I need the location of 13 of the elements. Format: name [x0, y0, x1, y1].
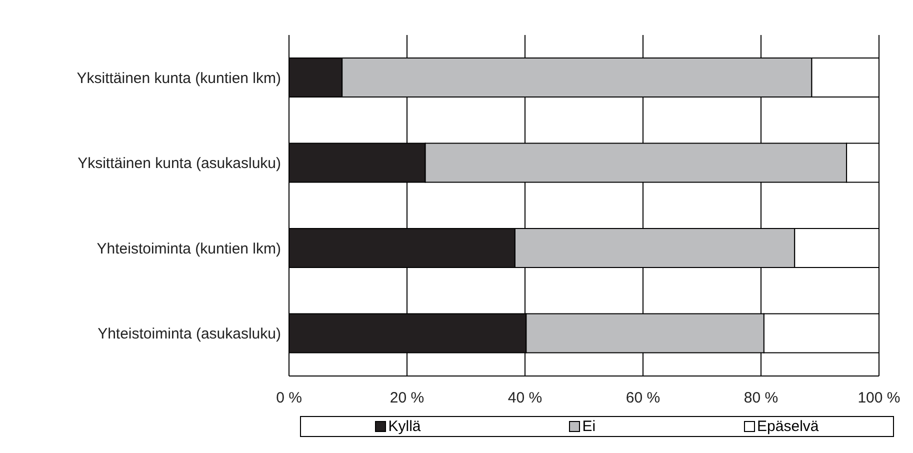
x-tick-label: 80 %: [744, 390, 778, 407]
y-tick-label: Yksittäinen kunta (kuntien lkm): [76, 70, 281, 87]
x-tick-label: 40 %: [508, 390, 542, 407]
y-tick-label: Yhteistoiminta (asukasluku): [98, 326, 281, 343]
x-tick-label: 20 %: [390, 390, 424, 407]
x-tick-label: 100 %: [858, 390, 900, 407]
y-tick-label: Yhteistoiminta (kuntien lkm): [96, 240, 282, 258]
x-tick-label: 0 %: [276, 390, 302, 407]
legend-label: Epäselvä: [756, 418, 819, 435]
y-tick-label: Yksittäinen kunta (asukasluku): [78, 155, 282, 172]
legend-label: Kyllä: [387, 418, 421, 435]
x-tick-label: 60 %: [626, 390, 660, 407]
legend-label: Ei: [581, 418, 596, 435]
